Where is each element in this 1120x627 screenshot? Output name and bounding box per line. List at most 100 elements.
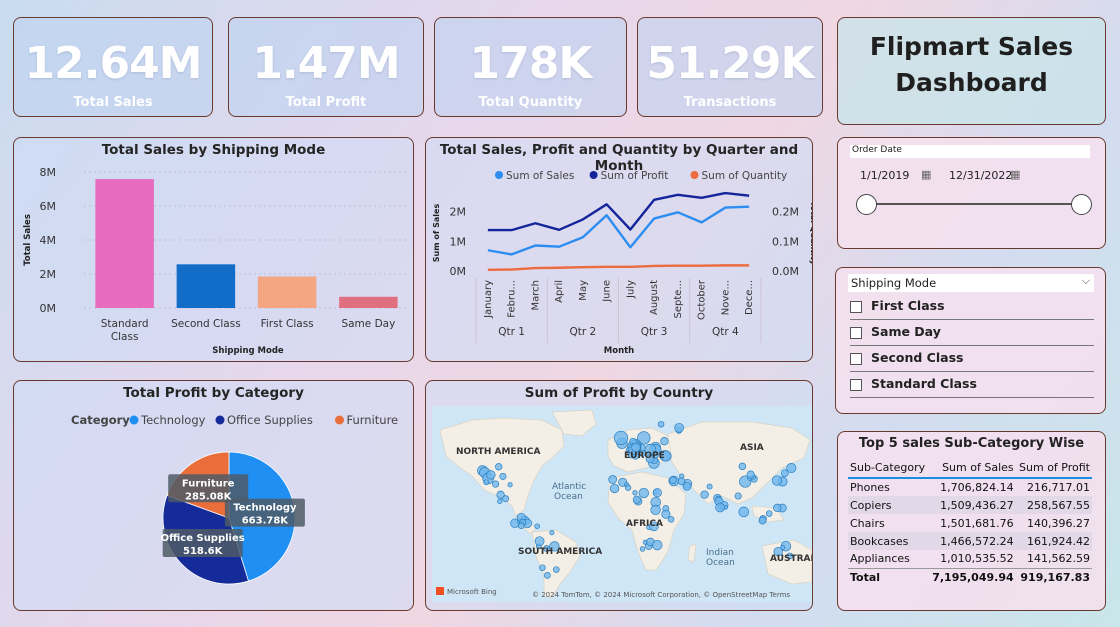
column-header-profit[interactable]: Sum of Profit <box>1015 458 1092 479</box>
map-bubble[interactable] <box>773 503 782 513</box>
series-line[interactable] <box>487 191 750 232</box>
map-bubble[interactable] <box>486 470 496 480</box>
map-bubble[interactable] <box>771 475 783 486</box>
map-bubble[interactable] <box>534 536 545 547</box>
map-bubble[interactable] <box>700 490 709 499</box>
order-date-end[interactable]: 12/31/2022 <box>949 169 1013 182</box>
map-bubble[interactable] <box>497 498 503 504</box>
map-bubble[interactable] <box>624 484 632 491</box>
map-bubble[interactable] <box>517 522 525 529</box>
map-bubble[interactable] <box>674 422 684 433</box>
order-date-slicer[interactable]: Order Date 1/1/2019 ▦ 12/31/2022 ▦ <box>837 137 1106 249</box>
shipping-option-standard-class[interactable]: Standard Class <box>850 376 1094 398</box>
profit-category-chart[interactable]: Total Profit by Category Category Technol… <box>13 380 414 611</box>
checkbox[interactable] <box>850 327 862 339</box>
series-line[interactable] <box>487 264 750 272</box>
map-bubble[interactable] <box>677 477 686 486</box>
profit-country-map-card[interactable]: Sum of Profit by Country NORTH AMERICA S… <box>425 380 813 611</box>
shipping-option-same-day[interactable]: Same Day <box>850 324 1094 346</box>
checkbox[interactable] <box>850 353 862 365</box>
map-bubble[interactable] <box>502 495 510 503</box>
checkbox[interactable] <box>850 379 862 391</box>
calendar-icon[interactable]: ▦ <box>921 168 932 181</box>
map-bubble[interactable] <box>608 475 618 484</box>
map-bubble[interactable] <box>549 541 560 552</box>
kpi-card-total-quantity[interactable]: 178K Total Quantity <box>434 17 627 117</box>
shipping-mode-slicer[interactable]: Shipping Mode ⌵ First Class Same Day Sec… <box>835 267 1106 414</box>
map-bubble[interactable] <box>483 479 490 486</box>
map-bubble[interactable] <box>632 495 641 504</box>
column-header-subcategory[interactable]: Sub-Category <box>848 458 929 479</box>
map-bubble[interactable] <box>638 449 646 457</box>
map-bubble[interactable] <box>660 450 672 462</box>
map-bubble[interactable] <box>773 547 783 557</box>
calendar-icon[interactable]: ▦ <box>1010 168 1021 181</box>
map-bubble[interactable] <box>638 487 649 499</box>
map-bubble[interactable] <box>780 544 786 550</box>
map-bubble[interactable] <box>660 437 669 446</box>
map-bubble[interactable] <box>496 490 505 499</box>
map-bubble[interactable] <box>706 483 713 490</box>
map-bubble[interactable] <box>786 552 794 560</box>
map-bubble[interactable] <box>657 420 665 428</box>
map-bubble[interactable] <box>758 516 767 525</box>
map-bubble[interactable] <box>499 472 507 480</box>
series-line[interactable] <box>487 205 750 256</box>
map-bubble[interactable] <box>544 572 551 579</box>
date-range-handle-end[interactable] <box>1071 194 1092 215</box>
map-bubble[interactable] <box>632 490 638 496</box>
map-bubble[interactable] <box>644 443 657 456</box>
map-bubble[interactable] <box>539 564 546 571</box>
chevron-down-icon[interactable]: ⌵ <box>1081 274 1090 287</box>
map-bubble[interactable] <box>765 510 773 517</box>
table-row[interactable]: Copiers 1,509,436.27 258,567.55 <box>848 496 1092 514</box>
shipping-slicer-header[interactable]: Shipping Mode ⌵ <box>848 274 1094 292</box>
kpi-card-transactions[interactable]: 51.29K Transactions <box>637 17 823 117</box>
world-map[interactable]: NORTH AMERICA SOUTH AMERICA EUROPE ASIA … <box>432 406 812 602</box>
bar[interactable] <box>95 179 154 308</box>
map-bubble[interactable] <box>786 463 797 474</box>
date-range-handle-start[interactable] <box>856 194 877 215</box>
map-bubble[interactable] <box>609 483 620 494</box>
map-bubble[interactable] <box>507 482 513 488</box>
map-bubble[interactable] <box>682 481 692 491</box>
map-bubble[interactable] <box>639 546 646 552</box>
table-row[interactable]: Chairs 1,501,681.76 140,396.27 <box>848 514 1092 532</box>
map-bubble[interactable] <box>667 516 675 523</box>
shipping-option-second-class[interactable]: Second Class <box>850 350 1094 372</box>
bar[interactable] <box>176 264 236 308</box>
map-bubble[interactable] <box>738 506 750 518</box>
map-bubble[interactable] <box>734 492 742 500</box>
kpi-card-total-profit[interactable]: 1.47M Total Profit <box>228 17 424 117</box>
map-bubble[interactable] <box>534 523 540 529</box>
order-date-start[interactable]: 1/1/2019 <box>860 169 910 182</box>
quarter-month-chart[interactable]: Total Sales, Profit and Quantity by Quar… <box>425 137 813 362</box>
top-subcategory-table-card[interactable]: Top 5 sales Sub-Category Wise Sub-Catego… <box>837 431 1106 611</box>
map-bubble[interactable] <box>652 488 662 498</box>
map-bubble[interactable] <box>549 530 555 536</box>
date-range-track[interactable] <box>866 203 1082 205</box>
map-bubble[interactable] <box>746 470 755 479</box>
bar[interactable] <box>339 296 398 308</box>
map-bubble[interactable] <box>780 469 789 478</box>
table-row[interactable]: Phones 1,706,824.14 216,717.01 <box>848 478 1092 496</box>
map-attribution[interactable]: © 2024 TomTom, © 2024 Microsoft Corporat… <box>532 591 790 599</box>
map-bubble[interactable] <box>669 476 677 484</box>
kpi-card-total-sales[interactable]: 12.64M Total Sales <box>13 17 213 117</box>
map-bubble[interactable] <box>649 521 659 532</box>
map-bubble[interactable] <box>715 502 725 513</box>
map-bubble[interactable] <box>631 442 641 453</box>
map-bubble[interactable] <box>553 566 560 573</box>
map-bubble[interactable] <box>661 509 671 519</box>
bar[interactable] <box>257 276 317 308</box>
table-row[interactable]: Appliances 1,010,535.52 141,562.59 <box>848 550 1092 568</box>
map-bubble[interactable] <box>637 431 651 445</box>
map-bubble[interactable] <box>492 480 500 488</box>
column-header-sales[interactable]: Sum of Sales <box>928 458 1016 479</box>
shipping-option-first-class[interactable]: First Class <box>850 298 1094 320</box>
shipping-mode-chart[interactable]: Total Sales by Shipping Mode 0M 2M 4M 6M 8M S… <box>13 137 414 362</box>
map-bubble[interactable] <box>738 462 747 471</box>
map-bubble[interactable] <box>652 539 663 551</box>
map-bubble[interactable] <box>613 430 629 446</box>
map-bubble[interactable] <box>495 463 503 471</box>
